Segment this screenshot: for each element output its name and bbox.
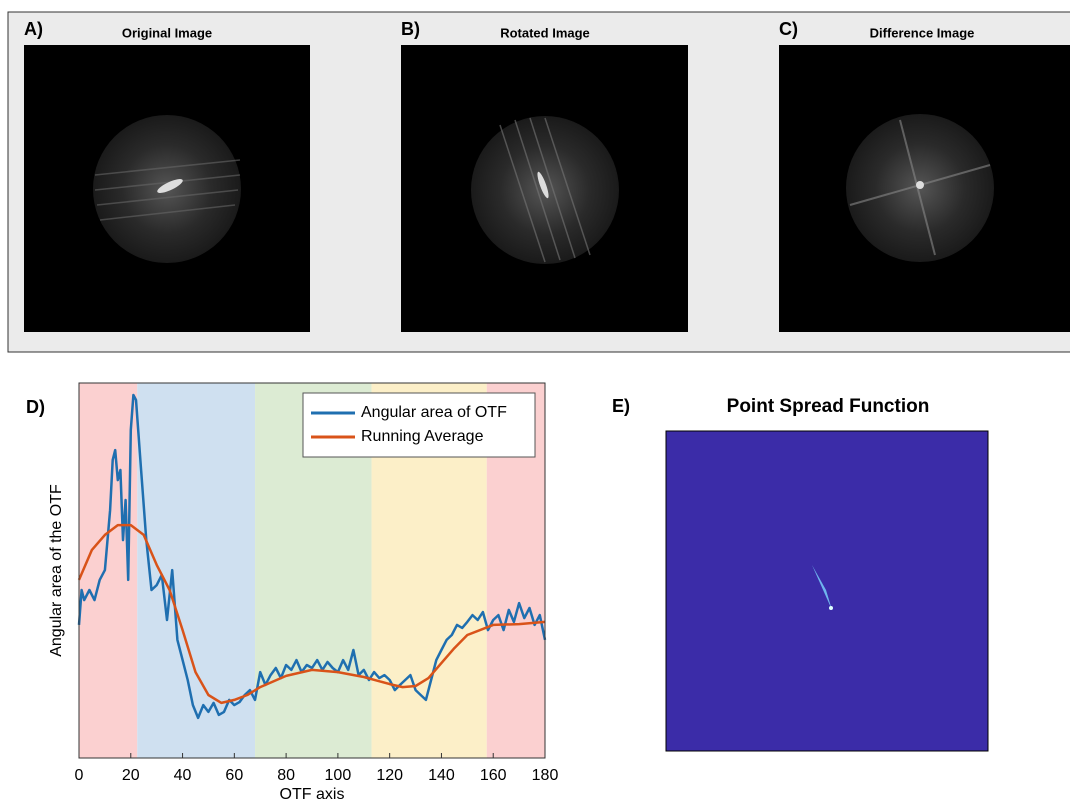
psf-core: [829, 606, 833, 610]
panel-title: Point Spread Function: [727, 396, 930, 417]
legend-label: Angular area of OTF: [361, 404, 507, 421]
x-tick-label: 20: [122, 767, 140, 784]
x-tick-label: 180: [532, 767, 559, 784]
panel-title: Original Image: [122, 25, 212, 40]
plot-frame: [78, 382, 546, 759]
image-peak: [157, 179, 183, 193]
x-tick-label: 60: [225, 767, 243, 784]
panel-label: E): [612, 396, 630, 416]
panel-title: Rotated Image: [500, 25, 590, 40]
panel-label: D): [26, 397, 45, 417]
panel-label: A): [24, 19, 43, 39]
series-line: [77, 523, 546, 705]
psf-peak: [812, 565, 832, 610]
x-tick-label: 80: [277, 767, 295, 784]
region: [137, 383, 256, 758]
psf-image: [665, 430, 989, 752]
x-tick-label: 40: [174, 767, 192, 784]
series-line: [77, 393, 547, 720]
x-tick-label: 100: [325, 767, 352, 784]
line-chart: 0 20 40 60 80 100 120 140 160 180 OTF axis Angular …: [48, 382, 559, 803]
panel-label: B): [401, 19, 420, 39]
x-axis-label: OTF axis: [280, 786, 345, 803]
x-tick-label: 160: [480, 767, 507, 784]
panel-label: C): [779, 19, 798, 39]
image-peak: [537, 171, 549, 199]
image-peak: [916, 181, 924, 189]
legend-box: [302, 392, 536, 458]
legend-label: Running Average: [361, 428, 484, 445]
x-tick-label: 140: [428, 767, 455, 784]
image-fringes: [499, 117, 591, 263]
x-tick-label: 0: [75, 767, 84, 784]
panel-title: Difference Image: [870, 25, 975, 40]
image-fringes: [94, 159, 241, 221]
x-tick-label: 120: [376, 767, 403, 784]
y-axis-label: Angular area of the OTF: [48, 484, 65, 657]
